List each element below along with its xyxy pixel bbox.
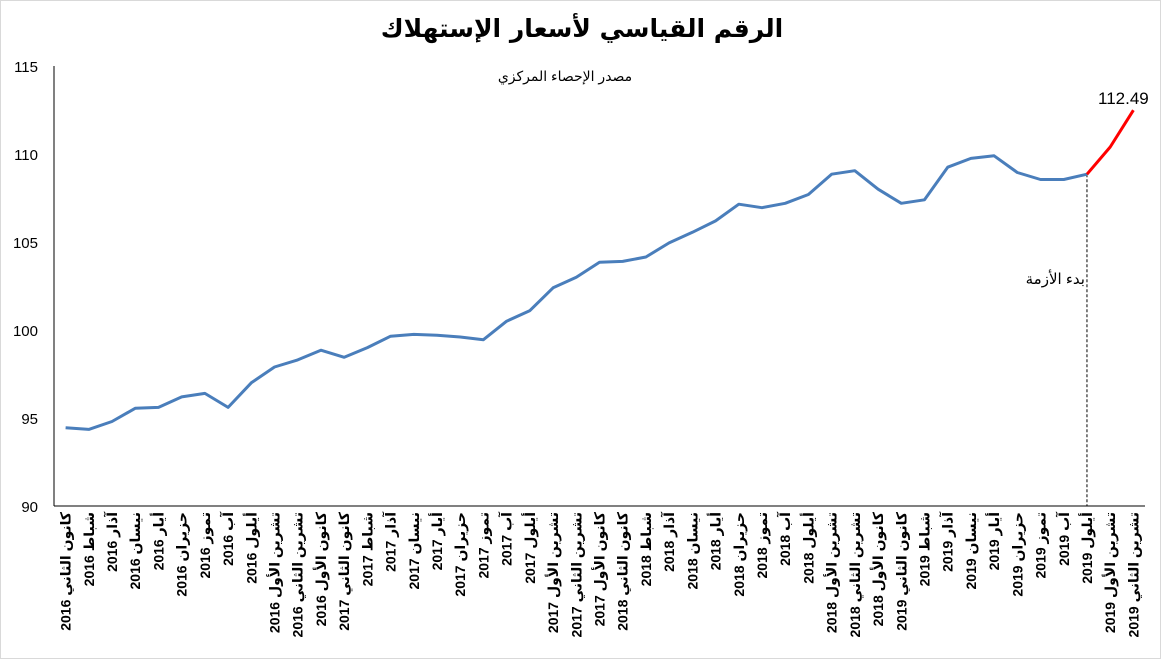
crisis-label: بدء الأزمة bbox=[1026, 269, 1085, 288]
x-tick-label: آب 2016 bbox=[219, 511, 236, 566]
x-tick-label: كانون الأول 2018 bbox=[870, 511, 887, 626]
series-line-highlight bbox=[1085, 109, 1135, 176]
x-tick-label: نيسان 2018 bbox=[684, 512, 700, 589]
y-tick-label: 105 bbox=[13, 235, 38, 252]
x-tick-label: حزيران 2018 bbox=[731, 512, 748, 597]
x-tick-label: تموز 2019 bbox=[1033, 512, 1050, 579]
x-tick-label: شباط 2018 bbox=[638, 512, 654, 586]
y-tick-label: 110 bbox=[14, 147, 38, 164]
x-tick-label: كانون الثاني 2017 bbox=[336, 511, 353, 631]
y-tick-label: 90 bbox=[21, 499, 38, 516]
last-value-label: 112.49 bbox=[1098, 89, 1149, 108]
x-tick-label: كانون الأول 2017 bbox=[592, 511, 609, 626]
data-labels: 112.49 bbox=[1098, 89, 1149, 108]
x-tick-label: آذار 2018 bbox=[660, 511, 677, 572]
y-tick-label: 100 bbox=[13, 323, 38, 340]
x-tick-label: شباط 2019 bbox=[916, 512, 932, 586]
x-tick-label: أيار 2017 bbox=[428, 512, 445, 570]
x-tick-label: كانون الأول 2016 bbox=[313, 511, 330, 626]
x-tick-label: آب 2018 bbox=[776, 511, 793, 566]
x-tick-label: تشرين الأول 2017 bbox=[545, 512, 562, 633]
x-tick-label: أيار 2016 bbox=[149, 512, 166, 570]
y-tick-labels: 90 95 100 105 110 115 bbox=[13, 59, 38, 516]
x-tick-label: تشرين الأول 2018 bbox=[824, 512, 841, 633]
series-line-main bbox=[65, 154, 1088, 431]
y-tick-label: 115 bbox=[14, 59, 38, 76]
x-tick-label: حزيران 2016 bbox=[174, 512, 191, 597]
x-tick-label: تشرين الأول 2019 bbox=[1102, 512, 1119, 633]
x-tick-label: تموز 2016 bbox=[197, 512, 214, 579]
x-tick-label: آب 2019 bbox=[1055, 511, 1072, 566]
x-tick-label: حزيران 2017 bbox=[452, 512, 469, 597]
x-tick-label: تشرين الأول 2016 bbox=[267, 512, 284, 633]
x-tick-label: آذار 2017 bbox=[382, 511, 399, 572]
x-tick-label: شباط 2016 bbox=[81, 512, 97, 586]
series-lines bbox=[65, 109, 1135, 431]
x-tick-label: نيسان 2016 bbox=[127, 512, 143, 589]
x-tick-label: كانون الثاني 2018 bbox=[615, 511, 632, 631]
x-tick-label: حزيران 2019 bbox=[1009, 512, 1026, 597]
x-tick-label: كانون الثاني 2019 bbox=[893, 511, 910, 631]
x-tick-label: تشرين الثاني 2016 bbox=[290, 512, 307, 637]
x-tick-label: آذار 2016 bbox=[103, 511, 120, 572]
x-tick-label: نيسان 2017 bbox=[406, 512, 422, 589]
x-tick-label: شباط 2017 bbox=[359, 512, 375, 586]
y-tick-label: 95 bbox=[21, 411, 38, 428]
x-tick-label: آذار 2019 bbox=[939, 511, 956, 572]
crisis-marker: بدء الأزمة bbox=[1026, 174, 1088, 506]
x-tick-label: أيلول 2018 bbox=[799, 512, 817, 584]
x-tick-label: آب 2017 bbox=[498, 511, 515, 566]
x-tick-label: نيسان 2019 bbox=[963, 512, 979, 589]
x-tick-label: تشرين الثاني 2019 bbox=[1125, 512, 1142, 637]
x-tick-label: أيار 2019 bbox=[985, 512, 1002, 570]
x-tick-label: أيار 2018 bbox=[707, 512, 724, 570]
x-tick-label: أيلول 2019 bbox=[1078, 512, 1096, 584]
x-tick-label: أيلول 2017 bbox=[521, 512, 539, 584]
chart-title: الرقم القياسي لأسعار الإستهلاك bbox=[381, 13, 783, 44]
x-tick-label: أيلول 2016 bbox=[242, 512, 260, 584]
x-tick-labels: كانون الثاني 2016 شباط 2016 آذار 2016 نيسان… bbox=[58, 511, 1143, 638]
x-tick-label: تموز 2018 bbox=[754, 512, 771, 579]
x-tick-label: كانون الثاني 2016 bbox=[58, 511, 75, 631]
chart-subtitle: مصدر الإحصاء المركزي bbox=[498, 68, 632, 85]
x-tick-label: تموز 2017 bbox=[475, 512, 492, 579]
x-tick-label: تشرين الثاني 2018 bbox=[847, 512, 864, 637]
x-tick-label: تشرين الثاني 2017 bbox=[568, 512, 585, 637]
